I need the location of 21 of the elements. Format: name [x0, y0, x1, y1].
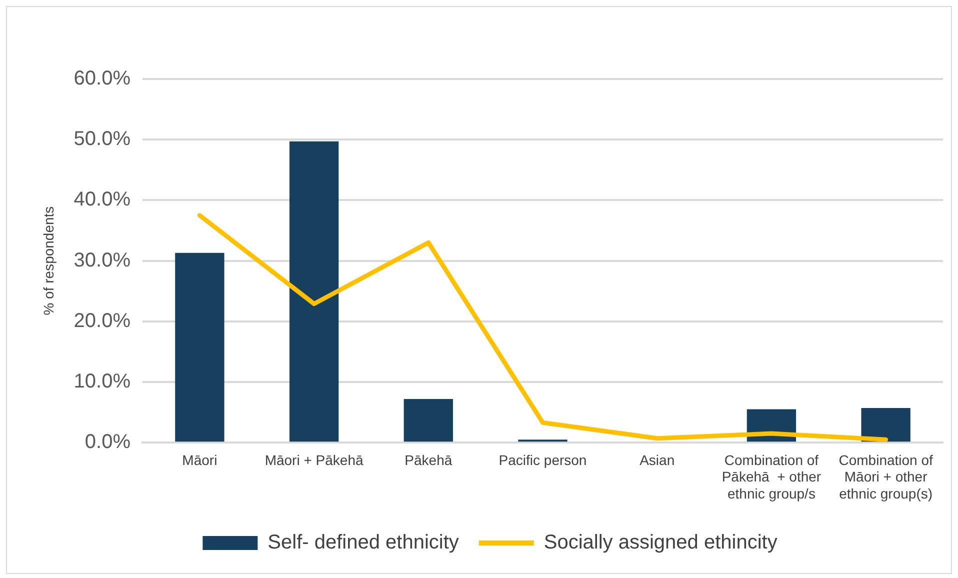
x-tick-label: Combination of Māori + other ethnic group(s)	[838, 452, 934, 502]
y-tick-label: 10.0%	[74, 370, 131, 393]
bar	[404, 398, 453, 442]
x-tick-label: Pākehā	[404, 452, 452, 468]
x-tick-label: Asian	[640, 452, 675, 468]
x-tick-label: Māori	[182, 452, 218, 468]
legend-label: Self- defined ethnicity	[268, 532, 459, 554]
y-tick-label: 0.0%	[84, 431, 131, 454]
x-tick-label: Māori + Pākehā	[264, 452, 364, 468]
y-tick-label: 60.0%	[74, 68, 131, 90]
bar	[289, 141, 339, 442]
bar	[861, 408, 910, 442]
legend-label: Socially assigned ethincity	[544, 532, 778, 554]
y-axis-title: % of respondents	[40, 206, 56, 316]
y-tick-label: 30.0%	[74, 249, 131, 272]
y-tick-label: 50.0%	[74, 128, 131, 150]
x-tick-label: Pacific person	[498, 452, 587, 468]
bar	[175, 252, 224, 442]
y-tick-label: 20.0%	[74, 310, 131, 332]
x-tick-label: Combination of Pākehā + other ethnic group/s	[722, 452, 822, 502]
y-tick-label: 40.0%	[74, 188, 131, 211]
